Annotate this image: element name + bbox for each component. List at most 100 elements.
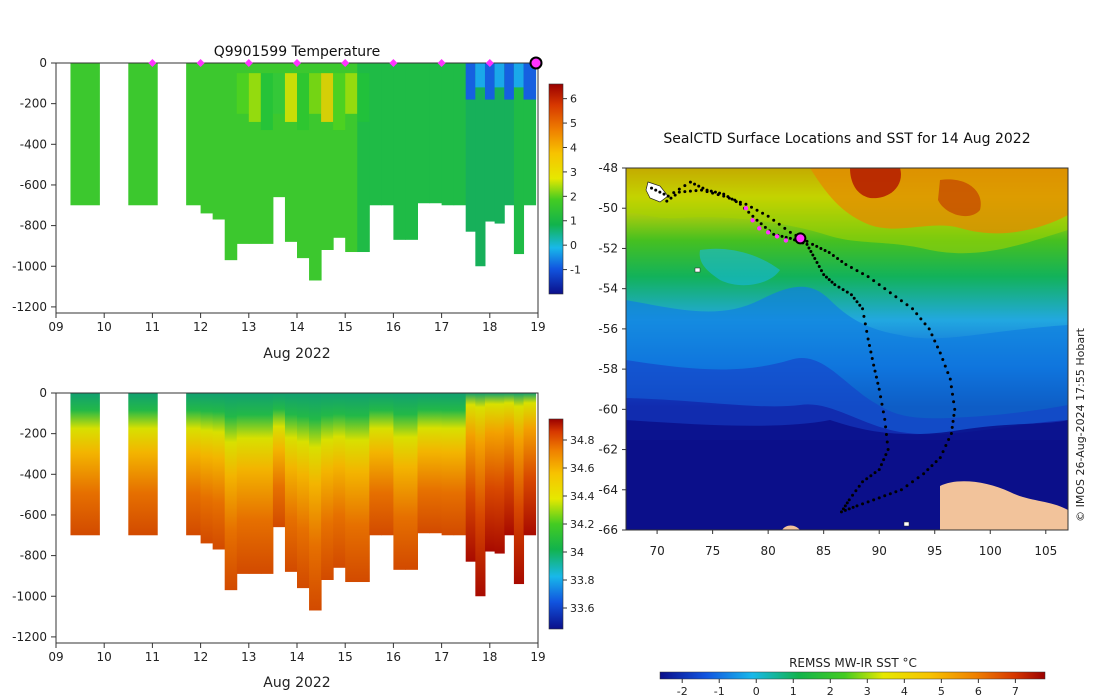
track-point (772, 218, 776, 222)
track-point (666, 194, 670, 198)
salinity-profile (417, 393, 431, 534)
track-point (882, 458, 886, 462)
temperature-profile (441, 63, 455, 206)
track-point (824, 275, 828, 279)
lon-tick-label: 95 (927, 544, 942, 558)
temperature-profile (504, 63, 515, 206)
temperature-profile (186, 63, 202, 206)
track-point (809, 249, 813, 253)
temperature-cold-layer (484, 63, 496, 100)
temperature-layer (345, 73, 358, 114)
temperature-profile (369, 63, 382, 206)
salinity-panel: 0 -200 -400 -600 -800 -1000 -1200 09 10 11 12 13 14… (12, 386, 594, 691)
track-point (915, 312, 919, 316)
track-point (677, 187, 681, 191)
track-point (733, 198, 737, 202)
track-point (677, 190, 681, 194)
track-point (700, 188, 704, 192)
track-point (944, 444, 948, 448)
sst-tick-label: 7 (1012, 685, 1019, 698)
lat-tick-label: -62 (598, 443, 618, 457)
salinity-x-axis: 09 10 11 12 13 14 15 16 17 18 19 (48, 643, 546, 664)
track-point (658, 190, 662, 194)
lat-tick-label: -56 (598, 322, 618, 336)
temperature-cold-layer (504, 63, 515, 100)
surface-marker (389, 59, 398, 67)
sst-tick-label: 1 (790, 685, 797, 698)
track-point (783, 226, 787, 230)
track-point (823, 248, 827, 252)
x-tick-label: 19 (530, 650, 545, 664)
salinity-profile (333, 393, 346, 568)
track-point (811, 253, 815, 257)
track-point (879, 395, 883, 399)
y-tick-label: -1000 (12, 589, 47, 603)
temperature-layer (333, 73, 346, 131)
track-point (827, 278, 831, 282)
recent-position (774, 234, 780, 239)
track-point (747, 210, 751, 214)
salinity-profile (405, 393, 418, 570)
sst-tick-label: 4 (901, 685, 908, 698)
track-point (763, 225, 767, 229)
temperature-profile (224, 63, 238, 261)
track-point (949, 385, 953, 389)
track-point (784, 235, 788, 239)
track-point (865, 477, 869, 481)
x-tick-label: 15 (338, 320, 353, 334)
track-point (899, 488, 903, 492)
surface-marker (196, 59, 205, 67)
sst-colorbar-ticks: -2 -1 0 1 2 3 4 5 6 7 (677, 679, 1019, 698)
track-point (877, 496, 881, 500)
salinity-profile (236, 393, 250, 574)
track-point (916, 476, 920, 480)
track-point (863, 322, 867, 326)
track-point (877, 468, 881, 472)
track-point (849, 293, 853, 297)
track-point (876, 381, 880, 385)
x-tick-label: 09 (48, 650, 63, 664)
temperature-layer (321, 73, 334, 122)
last-surfacing-marker (529, 56, 543, 70)
surface-marker (293, 59, 301, 67)
track-point (840, 260, 844, 264)
track-point (923, 322, 927, 326)
sst-tick-label: 2 (827, 685, 834, 698)
map-title: SealCTD Surface Locations and SST for 14… (663, 131, 1030, 147)
track-point (873, 471, 877, 475)
temperature-layer (248, 73, 262, 122)
track-point (852, 296, 856, 300)
lat-tick-label: -50 (598, 201, 618, 215)
track-point (879, 463, 883, 467)
salinity-profiles (70, 393, 537, 611)
track-point (777, 222, 781, 226)
track-point (938, 351, 942, 355)
lat-tick-label: -60 (598, 402, 618, 416)
track-point (738, 200, 742, 204)
track-point (927, 327, 931, 331)
temperature-profile (200, 63, 214, 214)
sst-tick-label: -2 (677, 685, 688, 698)
surface-marker (485, 59, 494, 67)
lon-tick-label: 90 (872, 544, 887, 558)
y-tick-label: -600 (20, 178, 47, 192)
track-point (851, 505, 855, 509)
temperature-colorbar-ticks: -1 0 1 2 3 4 5 6 (563, 93, 581, 277)
salinity-profile (441, 393, 455, 536)
temperature-profile (381, 63, 394, 206)
track-point (919, 317, 923, 321)
track-point (865, 329, 869, 333)
track-point (949, 431, 953, 435)
track-point (813, 257, 817, 260)
track-point (669, 196, 673, 200)
track-point (837, 285, 841, 289)
y-tick-label: -1200 (12, 300, 47, 314)
track-point (851, 493, 855, 497)
temperature-layer (297, 73, 310, 131)
salinity-profile (309, 393, 322, 611)
salinity-profile (369, 393, 382, 536)
lat-tick-label: -52 (598, 241, 618, 255)
track-point (874, 375, 878, 379)
temperature-layer (272, 73, 286, 114)
